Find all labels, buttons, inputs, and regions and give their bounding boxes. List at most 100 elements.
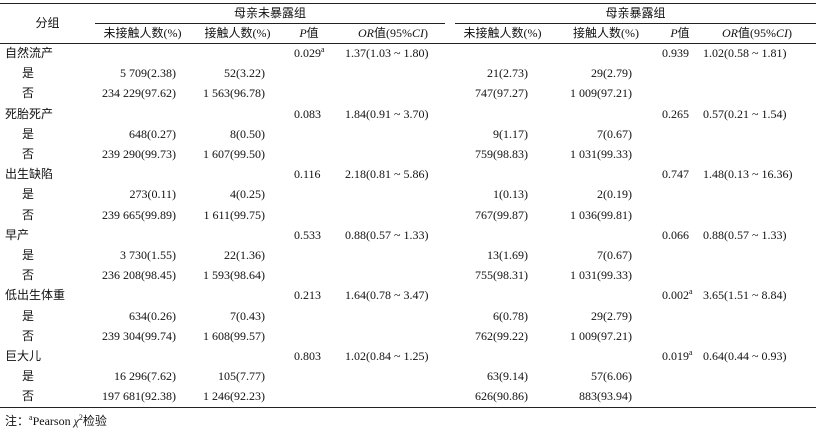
count-cell: 1 593(98.64)	[203, 268, 265, 283]
count-cell: 5 709(2.38)	[120, 66, 176, 81]
p-value: 0.019a	[662, 348, 693, 364]
count-cell: 57(6.06)	[591, 369, 632, 384]
text-segment: OR	[722, 26, 738, 40]
count-cell: 239 290(99.73)	[102, 147, 176, 161]
rule	[455, 23, 816, 24]
count-cell: 762(99.22)	[475, 328, 528, 343]
row-label: 否	[22, 268, 35, 283]
count-cell: 3 730(1.55)	[120, 248, 176, 262]
header-cell: 母亲暴露组	[605, 6, 666, 20]
p-value: 0.002a	[662, 287, 693, 303]
or-value: 0.64(0.44 ~ 0.93)	[703, 349, 787, 363]
p-value: 0.265	[662, 106, 689, 122]
text-segment: 值(95%	[374, 26, 412, 40]
row-label: 是	[22, 308, 35, 323]
group-label: 巨大儿	[5, 349, 42, 363]
count-cell: 1 607(99.50)	[203, 147, 265, 161]
count-cell: 8(0.50)	[230, 126, 265, 141]
header-cell: OR值(95%CI)	[338, 25, 448, 41]
count-cell: 21(2.73)	[487, 66, 528, 81]
text-segment: 注：	[5, 414, 30, 428]
group-label: 死胎死产	[5, 106, 54, 121]
row-label: 是	[22, 66, 35, 81]
text-segment: CI	[776, 26, 788, 40]
p-value-text: 0.213	[294, 288, 321, 303]
count-cell: 22(1.36)	[224, 248, 265, 262]
p-value-note: a	[689, 348, 693, 357]
header-cell: 接触人数(%)	[557, 25, 655, 41]
row-label: 否	[22, 207, 35, 222]
count-cell: 13(1.69)	[487, 248, 528, 262]
p-value: 0.213	[294, 287, 321, 303]
text-segment: )	[424, 26, 428, 40]
rule	[0, 3, 816, 4]
count-cell: 234 229(97.62)	[102, 86, 176, 101]
p-value-note: a	[321, 45, 325, 54]
header-cell: 未接触人数(%)	[450, 25, 555, 41]
p-value-text: 0.029	[294, 46, 321, 60]
header-cell: 母亲未暴露组	[233, 6, 306, 20]
group-label: 出生缺陷	[5, 167, 54, 182]
row-label: 否	[22, 328, 35, 343]
count-cell: 1 246(92.23)	[203, 389, 265, 404]
text-segment: 接触人数(%)	[573, 26, 639, 40]
header-cell: P值	[657, 25, 703, 41]
p-value: 0.116	[294, 166, 321, 182]
p-value: 0.747	[662, 166, 689, 182]
row-label: 是	[22, 248, 35, 262]
count-cell: 2(0.19)	[597, 187, 632, 202]
row-label: 否	[22, 147, 35, 161]
count-cell: 239 665(99.89)	[102, 207, 176, 222]
count-cell: 755(98.31)	[475, 268, 528, 283]
text-segment: 值(95%	[738, 26, 776, 40]
count-cell: 1 608(99.57)	[203, 328, 265, 343]
count-cell: 634(0.26)	[129, 308, 176, 323]
count-cell: 1 563(96.78)	[203, 86, 265, 101]
p-value: 0.083	[294, 106, 321, 122]
p-value-note: a	[689, 287, 693, 297]
p-value: 0.533	[294, 227, 321, 243]
count-cell: 1(0.13)	[493, 187, 528, 202]
count-cell: 7(0.43)	[230, 308, 265, 323]
count-cell: 7(0.67)	[597, 248, 632, 262]
p-value-text: 0.803	[294, 349, 321, 363]
rule	[95, 23, 445, 24]
or-value: 0.57(0.21 ~ 1.54)	[703, 106, 787, 121]
count-cell: 63(9.14)	[487, 369, 528, 384]
row-label: 是	[22, 126, 35, 141]
count-cell: 7(0.67)	[597, 126, 632, 141]
count-cell: 883(93.94)	[579, 389, 632, 404]
or-value: 1.48(0.13 ~ 16.36)	[703, 167, 793, 182]
p-value: 0.803	[294, 348, 321, 364]
count-cell: 1 009(97.21)	[570, 86, 632, 101]
p-value: 0.939	[662, 45, 689, 61]
or-value: 0.88(0.57 ~ 1.33)	[345, 227, 429, 242]
count-cell: 4(0.25)	[230, 187, 265, 202]
p-value-text: 0.002	[662, 288, 689, 303]
text-segment: 未接触人数(%)	[103, 26, 182, 40]
p-value-text: 0.939	[662, 46, 689, 60]
count-cell: 1 009(97.21)	[570, 328, 632, 343]
or-value: 1.64(0.78 ~ 3.47)	[345, 288, 429, 303]
p-value: 0.066	[662, 227, 689, 243]
p-value-text: 0.533	[294, 227, 321, 242]
text-segment: CI	[412, 26, 424, 40]
count-cell: 626(90.86)	[475, 389, 528, 404]
text-segment: OR	[358, 26, 374, 40]
text-segment: Pearson	[32, 414, 74, 428]
text-segment: 2	[78, 413, 83, 422]
count-cell: 1 611(99.75)	[203, 207, 265, 222]
header-cell: 接触人数(%)	[190, 25, 285, 41]
text-segment: P	[299, 26, 307, 40]
count-cell: 767(99.87)	[475, 207, 528, 222]
or-value: 1.02(0.58 ~ 1.81)	[703, 46, 787, 60]
p-value-text: 0.265	[662, 106, 689, 121]
row-label: 否	[22, 86, 35, 101]
header-cell: OR值(95%CI)	[703, 25, 811, 41]
or-value: 1.02(0.84 ~ 1.25)	[345, 349, 429, 363]
or-value: 1.37(1.03 ~ 1.80)	[345, 46, 429, 60]
count-cell: 1 031(99.33)	[570, 268, 632, 283]
count-cell: 1 036(99.81)	[570, 207, 632, 222]
count-cell: 239 304(99.74)	[102, 328, 176, 343]
